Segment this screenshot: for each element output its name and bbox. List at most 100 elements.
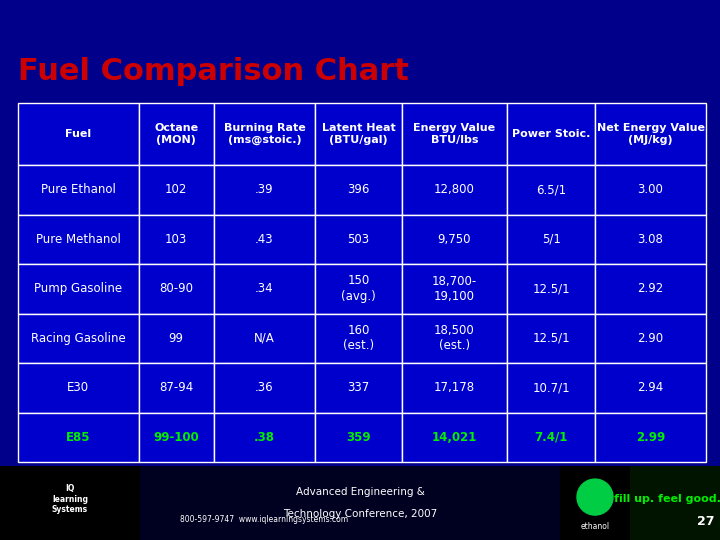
Text: Fuel: Fuel (66, 129, 91, 139)
Text: Pump Gasoline: Pump Gasoline (35, 282, 122, 295)
Text: fill up. feel good.: fill up. feel good. (614, 494, 720, 504)
Text: Burning Rate
(ms@stoic.): Burning Rate (ms@stoic.) (224, 123, 305, 145)
Bar (18, 363, 139, 413)
Bar (595, 103, 706, 165)
Text: E30: E30 (68, 381, 89, 394)
Text: 80-90: 80-90 (159, 282, 193, 295)
Bar (214, 363, 315, 413)
Text: .36: .36 (255, 381, 274, 394)
Text: 2.94: 2.94 (637, 381, 664, 394)
Bar (214, 413, 315, 462)
Bar (139, 413, 214, 462)
Text: 14,021: 14,021 (432, 431, 477, 444)
Bar (402, 413, 508, 462)
Bar (18, 314, 139, 363)
Bar (595, 165, 706, 214)
Bar (595, 214, 706, 264)
Bar (315, 165, 402, 214)
Bar (630, 466, 720, 540)
Bar (315, 413, 402, 462)
Text: 99: 99 (168, 332, 184, 345)
Bar (595, 314, 706, 363)
Bar (402, 314, 508, 363)
Text: 87-94: 87-94 (159, 381, 194, 394)
Text: E85: E85 (66, 431, 91, 444)
Text: 12.5/1: 12.5/1 (532, 282, 570, 295)
Text: 396: 396 (347, 183, 370, 196)
Bar (315, 214, 402, 264)
Text: 503: 503 (348, 233, 369, 246)
Bar (315, 264, 402, 314)
Text: 3.08: 3.08 (638, 233, 664, 246)
Bar (139, 214, 214, 264)
Text: 160
(est.): 160 (est.) (343, 324, 374, 353)
Bar (508, 165, 595, 214)
Text: Advanced Engineering &: Advanced Engineering & (296, 487, 424, 497)
Text: 17,178: 17,178 (434, 381, 475, 394)
Text: Technology Conference, 2007: Technology Conference, 2007 (283, 509, 437, 519)
Bar (402, 103, 508, 165)
Bar (18, 413, 139, 462)
Text: 99-100: 99-100 (153, 431, 199, 444)
Text: 12.5/1: 12.5/1 (532, 332, 570, 345)
Bar (402, 165, 508, 214)
Bar (315, 363, 402, 413)
Text: Octane
(MON): Octane (MON) (154, 123, 198, 145)
Text: Racing Gasoline: Racing Gasoline (31, 332, 126, 345)
Text: 102: 102 (165, 183, 187, 196)
Text: Pure Methanol: Pure Methanol (36, 233, 121, 246)
Text: Net Energy Value
(MJ/kg): Net Energy Value (MJ/kg) (597, 123, 705, 145)
Text: Power Stoic.: Power Stoic. (512, 129, 590, 139)
Text: .39: .39 (255, 183, 274, 196)
Text: 2.92: 2.92 (637, 282, 664, 295)
Text: Fuel Comparison Chart: Fuel Comparison Chart (18, 57, 409, 86)
Bar (315, 103, 402, 165)
Text: 9,750: 9,750 (438, 233, 472, 246)
Bar (402, 363, 508, 413)
Text: 7.4/1: 7.4/1 (534, 431, 568, 444)
Bar (139, 314, 214, 363)
Bar (139, 165, 214, 214)
Bar (214, 103, 315, 165)
Bar (139, 103, 214, 165)
Bar (139, 363, 214, 413)
Bar (508, 264, 595, 314)
Text: 18,700-
19,100: 18,700- 19,100 (432, 274, 477, 303)
Bar (508, 103, 595, 165)
Text: 2.99: 2.99 (636, 431, 665, 444)
Bar (214, 314, 315, 363)
Circle shape (577, 479, 613, 515)
Bar (595, 363, 706, 413)
Text: 10.7/1: 10.7/1 (532, 381, 570, 394)
Text: 18,500
(est.): 18,500 (est.) (434, 324, 475, 353)
Text: 6.5/1: 6.5/1 (536, 183, 566, 196)
Bar (560, 466, 630, 540)
Text: 150
(avg.): 150 (avg.) (341, 274, 376, 303)
Text: 359: 359 (346, 431, 371, 444)
Bar (595, 413, 706, 462)
Text: 2.90: 2.90 (637, 332, 664, 345)
Bar (18, 165, 139, 214)
Text: .43: .43 (255, 233, 274, 246)
Text: Latent Heat
(BTU/gal): Latent Heat (BTU/gal) (322, 123, 395, 145)
Bar (402, 214, 508, 264)
Text: 5/1: 5/1 (541, 233, 561, 246)
Bar (139, 264, 214, 314)
Text: .38: .38 (254, 431, 275, 444)
Text: 27: 27 (698, 515, 715, 528)
Bar (508, 363, 595, 413)
Bar (508, 214, 595, 264)
Text: Energy Value
BTU/lbs: Energy Value BTU/lbs (413, 123, 495, 145)
Bar (508, 314, 595, 363)
Bar (315, 314, 402, 363)
Bar (214, 264, 315, 314)
Text: N/A: N/A (254, 332, 275, 345)
Bar (18, 103, 139, 165)
Bar (214, 214, 315, 264)
Bar (508, 413, 595, 462)
Text: 3.00: 3.00 (638, 183, 664, 196)
Bar (18, 214, 139, 264)
Bar (0, 466, 140, 540)
Text: ethanol: ethanol (580, 522, 610, 531)
Text: 800-597-9747  www.iqlearningsystems.com: 800-597-9747 www.iqlearningsystems.com (180, 515, 348, 524)
